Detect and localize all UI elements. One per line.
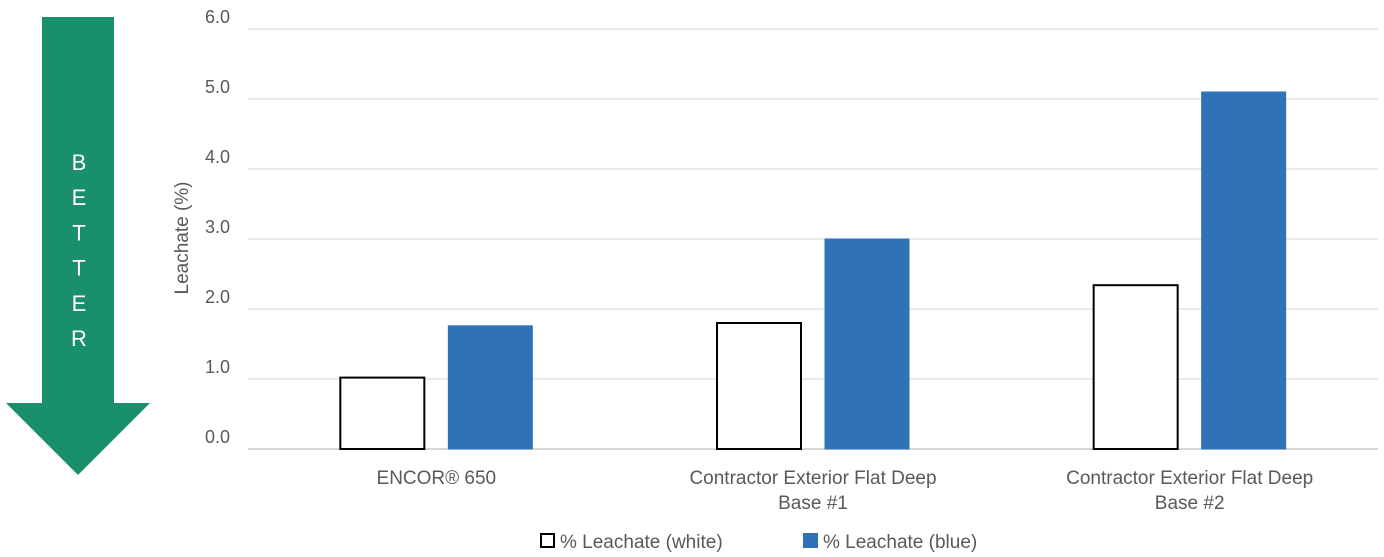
- legend-swatch: [540, 533, 555, 548]
- y-tick-label: 6.0: [205, 7, 230, 27]
- legend: % Leachate (white) % Leachate (blue): [540, 532, 977, 553]
- y-axis-label: Leachate (%): [172, 181, 193, 294]
- x-category-label: Contractor Exterior Flat Deep: [1066, 468, 1313, 489]
- arrow-letter: T: [72, 220, 85, 245]
- bar: [1201, 91, 1287, 450]
- x-category-label: ENCOR® 650: [377, 468, 497, 489]
- y-tick-label: 5.0: [205, 77, 230, 97]
- arrow-letter: R: [71, 326, 87, 351]
- y-tick-label: 0.0: [205, 427, 230, 447]
- bar: [1092, 284, 1179, 451]
- down-arrow-icon: [6, 17, 150, 475]
- bar: [824, 238, 910, 450]
- legend-swatch: [803, 533, 818, 548]
- legend-label: % Leachate (white): [560, 532, 723, 553]
- y-tick-label: 3.0: [205, 217, 230, 237]
- arrow-letter: T: [72, 256, 85, 281]
- x-category-label: Contractor Exterior Flat Deep: [689, 468, 936, 489]
- y-tick-label: 4.0: [205, 147, 230, 167]
- arrow-letter: E: [72, 185, 87, 210]
- bar: [447, 325, 533, 450]
- bar: [716, 322, 802, 450]
- y-tick-label: 1.0: [205, 357, 230, 377]
- x-category-label: Base #2: [1155, 493, 1225, 514]
- y-tick-label: 2.0: [205, 287, 230, 307]
- legend-label: % Leachate (blue): [823, 532, 977, 553]
- x-category-label: Base #1: [778, 493, 848, 514]
- arrow-letter: B: [72, 150, 87, 175]
- bar: [339, 376, 426, 451]
- arrow-letter: E: [72, 291, 87, 316]
